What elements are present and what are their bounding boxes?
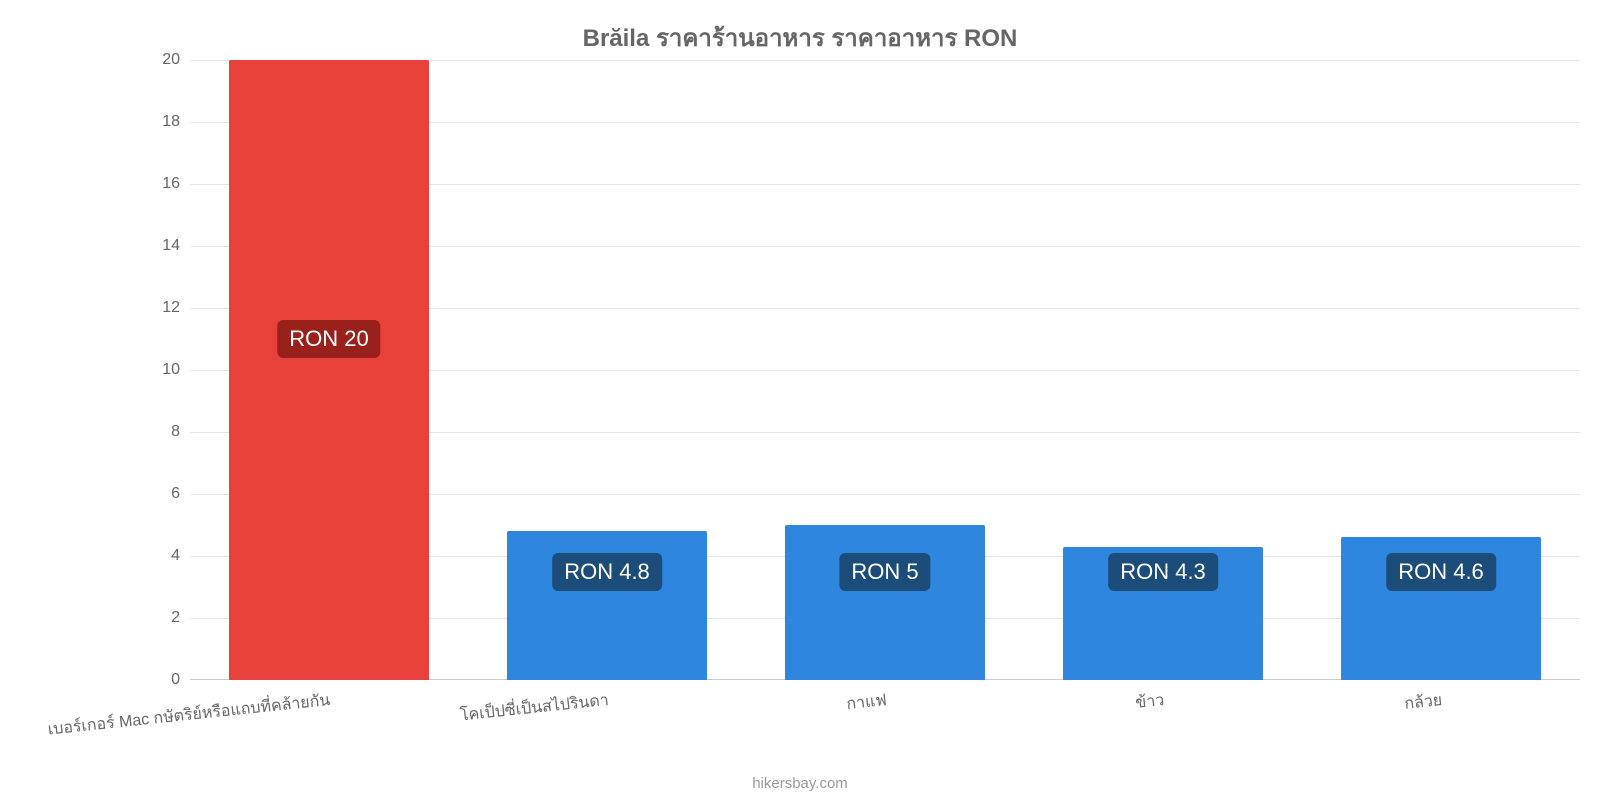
y-tick-label: 14 — [162, 237, 190, 255]
x-tick-label: โคเป็ปซี่เป็นสไปรินดา — [458, 688, 609, 728]
y-tick-label: 0 — [171, 671, 190, 689]
plot-area: 02468101214161820RON 20เบอร์เกอร์ Mac กษ… — [190, 60, 1580, 680]
x-tick-label: ข้าว — [1134, 688, 1165, 716]
x-tick-label: กล้วย — [1403, 688, 1443, 717]
y-tick-label: 12 — [162, 299, 190, 317]
value-badge: RON 4.3 — [1108, 553, 1218, 591]
y-tick-label: 6 — [171, 485, 190, 503]
y-tick-label: 2 — [171, 609, 190, 627]
x-tick-label: เบอร์เกอร์ Mac กษัตริย์หรือแถบที่คล้ายกั… — [47, 688, 332, 743]
bar — [229, 60, 429, 680]
chart-title: Brăila ราคาร้านอาหาร ราคาอาหาร RON — [0, 18, 1600, 57]
x-tick-label: กาแฟ — [845, 688, 888, 717]
value-badge: RON 5 — [839, 553, 930, 591]
bar — [785, 525, 985, 680]
y-tick-label: 4 — [171, 547, 190, 565]
y-tick-label: 8 — [171, 423, 190, 441]
y-tick-label: 20 — [162, 51, 190, 69]
value-badge: RON 20 — [277, 320, 380, 358]
attribution-text: hikersbay.com — [0, 775, 1600, 792]
value-badge: RON 4.6 — [1386, 553, 1496, 591]
value-badge: RON 4.8 — [552, 553, 662, 591]
y-tick-label: 10 — [162, 361, 190, 379]
y-tick-label: 16 — [162, 175, 190, 193]
y-tick-label: 18 — [162, 113, 190, 131]
